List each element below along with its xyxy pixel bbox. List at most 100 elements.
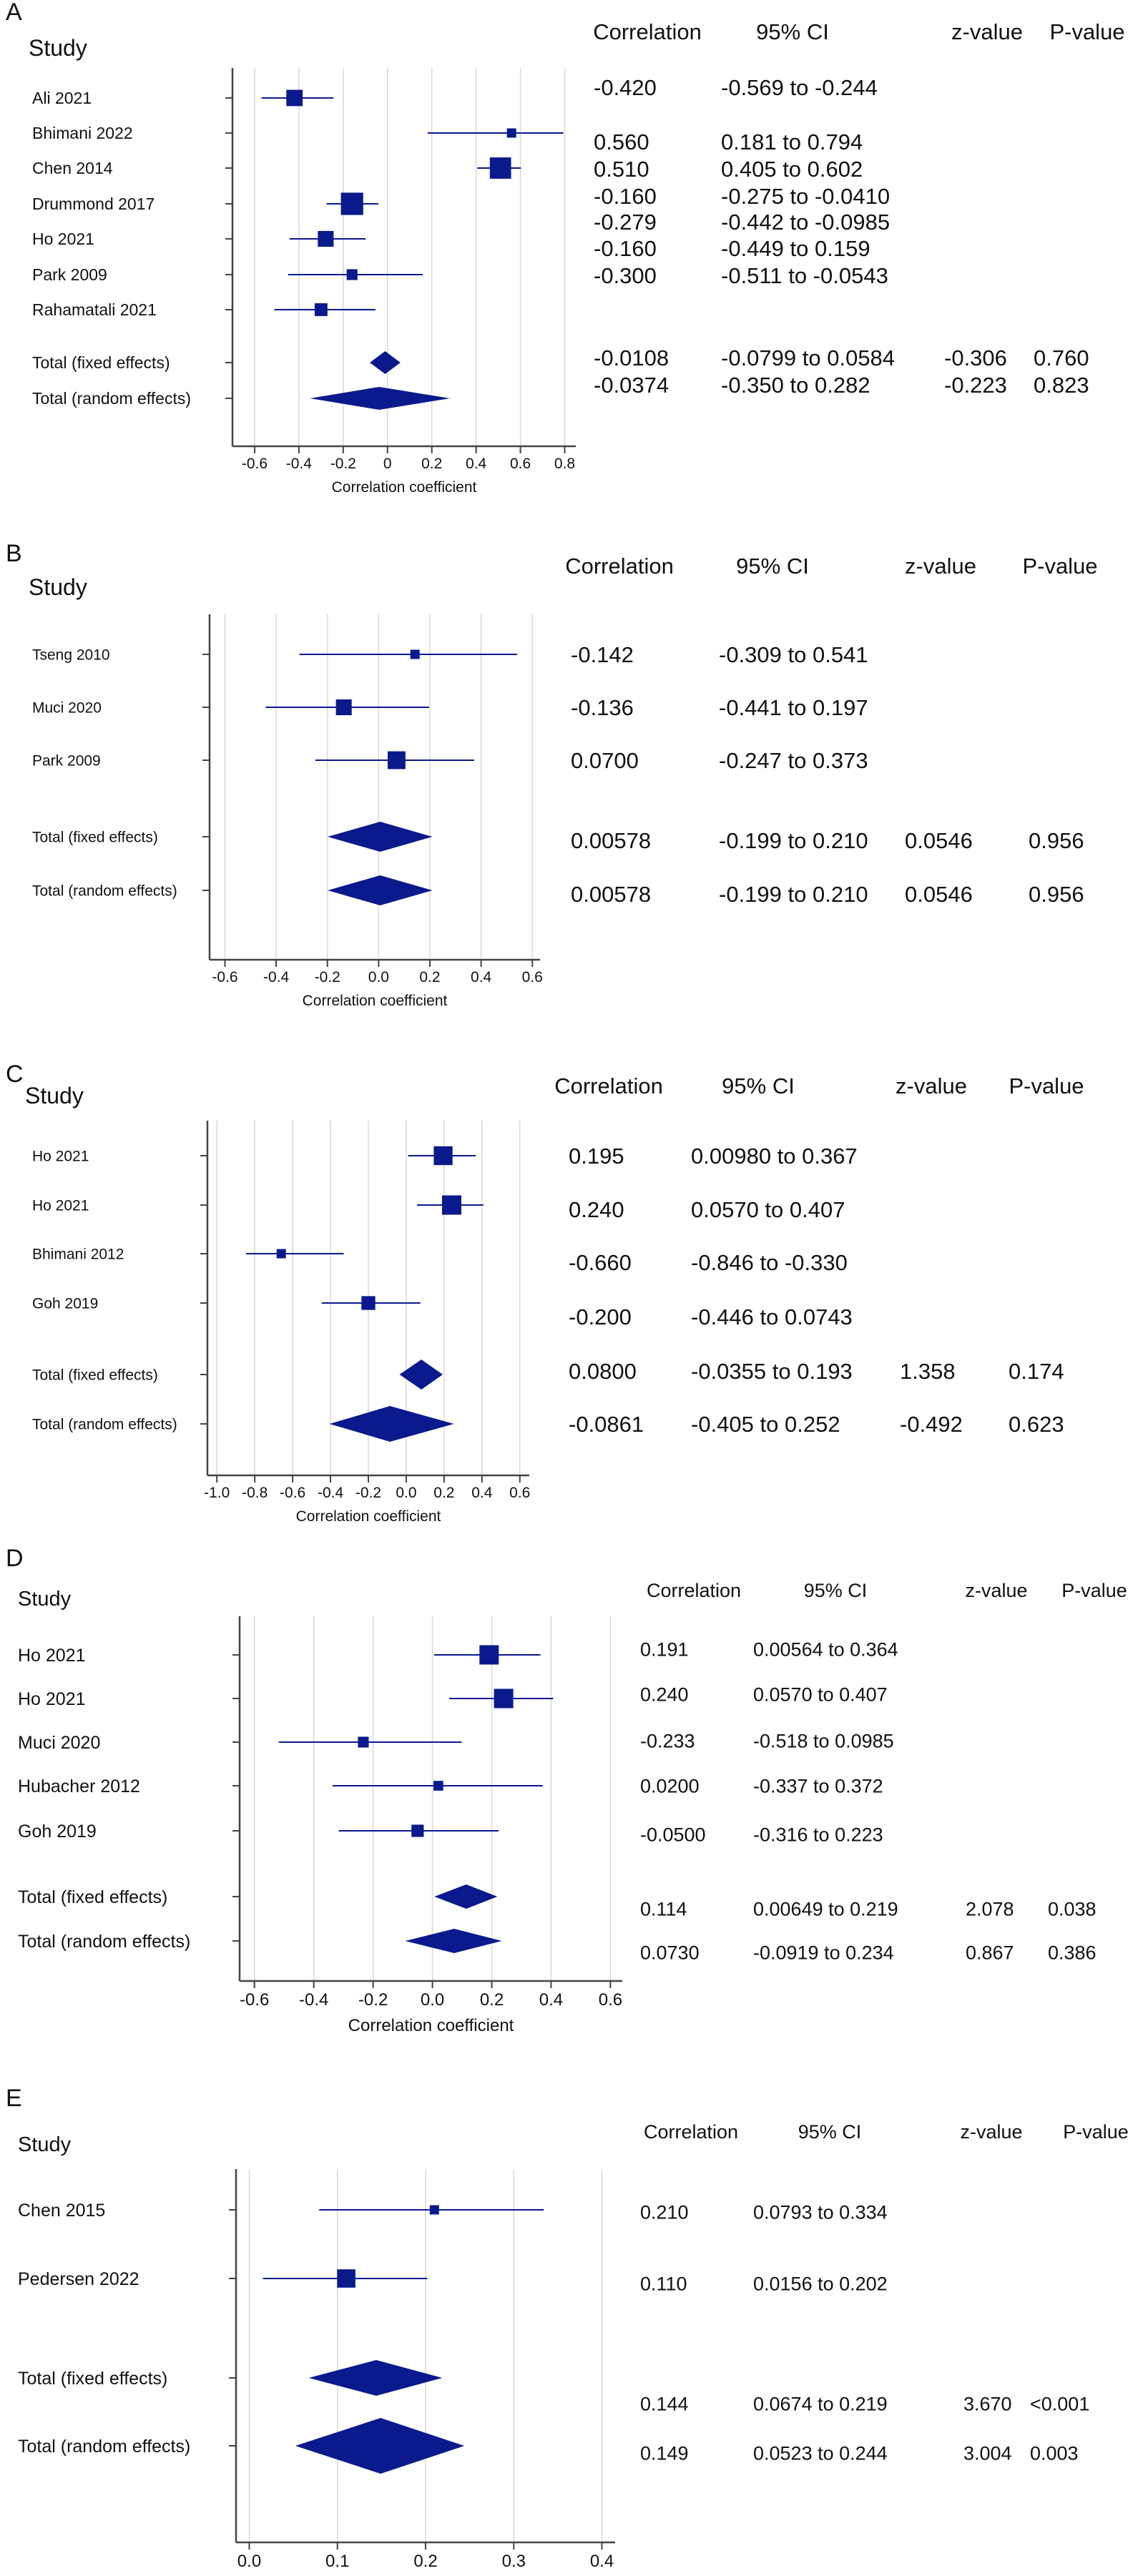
study-label: Muci 2020 bbox=[32, 699, 102, 716]
x-tick-label: -0.6 bbox=[212, 969, 237, 985]
ci-value: 0.405 to 0.602 bbox=[721, 157, 863, 182]
ci-value: -0.405 to 0.252 bbox=[691, 1412, 840, 1437]
effect-size-marker bbox=[494, 1688, 514, 1709]
effect-size-marker bbox=[286, 89, 303, 107]
total-random-label: Total (random effects) bbox=[18, 2437, 190, 2457]
effect-size-marker bbox=[358, 1736, 369, 1748]
column-header-p-value: P-value bbox=[1063, 2121, 1129, 2143]
p-value: 0.623 bbox=[1009, 1412, 1064, 1437]
x-tick-label: 0.6 bbox=[509, 1485, 530, 1501]
ci-value: -0.446 to 0.0743 bbox=[691, 1304, 853, 1329]
correlation-value: -0.300 bbox=[594, 263, 657, 288]
ci-value: -0.569 to -0.244 bbox=[721, 75, 878, 100]
p-value: 0.003 bbox=[1030, 2442, 1079, 2464]
study-label: Chen 2015 bbox=[18, 2201, 105, 2221]
p-value: 0.956 bbox=[1029, 882, 1084, 907]
p-value: 0.760 bbox=[1034, 345, 1089, 370]
z-value: -0.492 bbox=[900, 1412, 963, 1437]
ci-value: 0.0570 to 0.407 bbox=[753, 1683, 888, 1705]
x-tick-label: 0.0 bbox=[368, 969, 389, 985]
correlation-value: -0.136 bbox=[571, 695, 634, 720]
ci-value: -0.0799 to 0.0584 bbox=[721, 345, 895, 370]
ci-value: -0.350 to 0.282 bbox=[721, 373, 870, 398]
effect-size-marker bbox=[489, 157, 511, 179]
column-header-z-value: z-value bbox=[896, 1073, 967, 1098]
correlation-value: 0.144 bbox=[640, 2393, 689, 2414]
ci-value: 0.0570 to 0.407 bbox=[691, 1197, 845, 1222]
z-value: -0.223 bbox=[944, 373, 1007, 398]
p-value: 0.956 bbox=[1029, 828, 1084, 853]
ci-value: -0.518 to 0.0985 bbox=[753, 1730, 894, 1751]
total-fixed-label: Total (fixed effects) bbox=[18, 2369, 167, 2389]
study-column-header: Study bbox=[29, 35, 87, 61]
ci-value: -0.441 to 0.197 bbox=[719, 695, 868, 720]
correlation-value: -0.0861 bbox=[569, 1412, 644, 1437]
x-tick-label: 0.8 bbox=[554, 456, 575, 472]
ci-value: -0.0355 to 0.193 bbox=[691, 1359, 853, 1384]
effect-size-marker bbox=[479, 1645, 499, 1665]
x-axis-label: Correlation coefficient bbox=[303, 993, 448, 1009]
study-label: Park 2009 bbox=[32, 752, 101, 769]
column-header-correlation: Correlation bbox=[647, 1580, 741, 1601]
total-fixed-label: Total (fixed effects) bbox=[18, 1887, 167, 1907]
correlation-value: 0.210 bbox=[640, 2201, 689, 2223]
ci-value: 0.0793 to 0.334 bbox=[753, 2201, 888, 2223]
z-value: 3.004 bbox=[963, 2442, 1012, 2464]
study-column-header: Study bbox=[18, 1588, 72, 1611]
random-effects-diamond bbox=[405, 1929, 502, 1953]
study-label: Rahamatali 2021 bbox=[32, 300, 157, 319]
x-tick-label: -0.2 bbox=[358, 1990, 388, 2010]
correlation-value: -0.160 bbox=[594, 184, 657, 209]
study-label: Bhimani 2012 bbox=[32, 1246, 124, 1262]
x-tick-label: 0.4 bbox=[466, 456, 487, 472]
x-tick-label: 0.2 bbox=[480, 1990, 504, 2010]
effect-size-marker bbox=[433, 1146, 453, 1166]
z-value: 2.078 bbox=[966, 1898, 1014, 1919]
ci-value: -0.511 to -0.0543 bbox=[721, 263, 888, 288]
panel-letter-E: E bbox=[6, 2085, 22, 2112]
x-tick-label: 0.0 bbox=[421, 1990, 444, 2010]
x-tick-label: -0.2 bbox=[330, 456, 356, 472]
x-axis-label: Correlation coefficient bbox=[348, 2016, 514, 2035]
correlation-value: 0.114 bbox=[640, 1898, 687, 1919]
correlation-value: 0.0730 bbox=[640, 1942, 700, 1963]
x-tick-label: -0.6 bbox=[280, 1485, 305, 1501]
x-tick-label: 0.3 bbox=[502, 2552, 526, 2571]
ci-value: 0.0674 to 0.219 bbox=[753, 2393, 888, 2414]
ci-value: -0.309 to 0.541 bbox=[719, 642, 868, 667]
x-axis-label: Correlation coefficient bbox=[332, 479, 477, 496]
correlation-value: -0.200 bbox=[569, 1304, 632, 1329]
z-value: 0.867 bbox=[966, 1942, 1014, 1963]
column-header-correlation: Correlation bbox=[565, 554, 674, 579]
x-tick-label: 0.2 bbox=[421, 456, 442, 472]
column-header-ci: 95% CI bbox=[756, 19, 829, 44]
column-header-p-value: P-value bbox=[1009, 1073, 1084, 1098]
study-label: Pedersen 2022 bbox=[18, 2269, 139, 2289]
panel-letter-B: B bbox=[6, 540, 22, 567]
x-tick-label: 0.4 bbox=[471, 969, 492, 985]
study-label: Ho 2021 bbox=[18, 1646, 86, 1666]
ci-value: -0.199 to 0.210 bbox=[719, 882, 868, 907]
correlation-value: 0.0700 bbox=[571, 748, 639, 773]
correlation-value: 0.00578 bbox=[571, 828, 651, 853]
correlation-value: 0.240 bbox=[569, 1197, 624, 1222]
ci-value: -0.337 to 0.372 bbox=[753, 1775, 883, 1796]
study-label: Tseng 2010 bbox=[32, 647, 110, 663]
ci-value: 0.00980 to 0.367 bbox=[691, 1144, 858, 1169]
correlation-value: -0.0374 bbox=[594, 373, 669, 398]
x-tick-label: -0.6 bbox=[242, 456, 268, 472]
p-value: 0.038 bbox=[1048, 1898, 1097, 1919]
correlation-value: 0.0200 bbox=[640, 1775, 700, 1796]
effect-size-marker bbox=[387, 751, 406, 770]
ci-value: 0.181 to 0.794 bbox=[721, 129, 863, 154]
correlation-value: -0.142 bbox=[571, 642, 634, 667]
x-tick-label: 0.6 bbox=[599, 1990, 622, 2010]
x-tick-label: 0.2 bbox=[413, 2552, 437, 2571]
correlation-value: 0.240 bbox=[640, 1683, 689, 1705]
column-header-ci: 95% CI bbox=[804, 1580, 868, 1601]
study-label: Muci 2020 bbox=[18, 1733, 100, 1753]
x-tick-label: 0.4 bbox=[590, 2552, 614, 2571]
correlation-value: -0.279 bbox=[594, 210, 657, 235]
x-tick-label: -0.4 bbox=[318, 1485, 344, 1501]
correlation-value: -0.660 bbox=[569, 1250, 632, 1275]
